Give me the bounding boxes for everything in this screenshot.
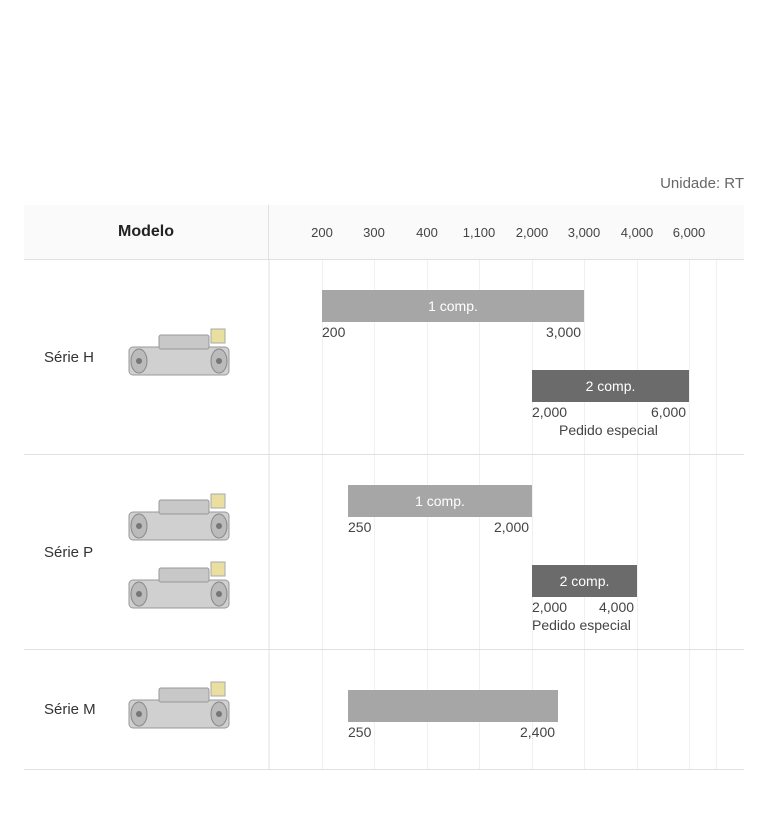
chart-cell: 1 comp. 200 3,000 2 comp. 2,000 6,000 Pedido e… — [269, 260, 744, 454]
chiller-icon — [119, 560, 239, 620]
range-bar: 1 comp. — [322, 290, 584, 322]
ticks-header: 200 300 400 1,100 2,000 3,000 4,000 6,000 — [269, 205, 744, 259]
bar-start-value: 2,000 — [532, 599, 567, 615]
table-row: Série M 250 2,400 — [24, 650, 744, 770]
model-image-stack — [119, 492, 239, 612]
chart-cell: 250 2,400 — [269, 650, 744, 769]
chiller-icon — [119, 492, 239, 552]
chiller-icon — [119, 680, 239, 740]
unit-label: Unidade: RT — [660, 175, 744, 192]
special-order-note: Pedido especial — [559, 422, 658, 438]
bar-start-value: 250 — [348, 519, 371, 535]
capacity-table: Modelo 200 300 400 1,100 2,000 3,000 4,000 6,00… — [24, 205, 744, 770]
model-image — [119, 680, 239, 740]
model-image — [119, 327, 239, 387]
range-bar: 1 comp. — [348, 485, 532, 517]
model-cell: Série M — [24, 650, 269, 769]
bar-end-value: 2,400 — [520, 724, 555, 740]
range-bar — [348, 690, 558, 722]
axis-tick: 3,000 — [568, 225, 601, 240]
axis-tick: 6,000 — [673, 225, 706, 240]
axis-tick: 300 — [363, 225, 385, 240]
bar-start-value: 2,000 — [532, 404, 567, 420]
table-row: Série H 1 comp. 200 3,000 2 comp. 2,000 6,000… — [24, 260, 744, 455]
model-column-header: Modelo — [24, 205, 269, 259]
special-order-note: Pedido especial — [532, 617, 631, 633]
bar-start-value: 200 — [322, 324, 345, 340]
range-bar: 2 comp. — [532, 565, 637, 597]
axis-tick: 1,100 — [463, 225, 496, 240]
chiller-icon — [119, 327, 239, 387]
range-bar: 2 comp. — [532, 370, 689, 402]
axis-tick: 200 — [311, 225, 333, 240]
axis-tick: 4,000 — [621, 225, 654, 240]
model-cell: Série P — [24, 455, 269, 649]
bar-end-value: 6,000 — [651, 404, 686, 420]
chart-cell: 1 comp. 250 2,000 2 comp. 2,000 4,000 Pedido e… — [269, 455, 744, 649]
bar-start-value: 250 — [348, 724, 371, 740]
series-label: Série M — [44, 701, 119, 718]
axis-tick: 400 — [416, 225, 438, 240]
model-cell: Série H — [24, 260, 269, 454]
table-header-row: Modelo 200 300 400 1,100 2,000 3,000 4,000 6,00… — [24, 205, 744, 260]
axis-tick: 2,000 — [516, 225, 549, 240]
bar-end-value: 2,000 — [494, 519, 529, 535]
table-row: Série P 1 comp. 250 2,000 2 comp. 2,000 4,000… — [24, 455, 744, 650]
bar-end-value: 4,000 — [599, 599, 634, 615]
bar-end-value: 3,000 — [546, 324, 581, 340]
series-label: Série H — [44, 349, 119, 366]
series-label: Série P — [44, 544, 119, 561]
